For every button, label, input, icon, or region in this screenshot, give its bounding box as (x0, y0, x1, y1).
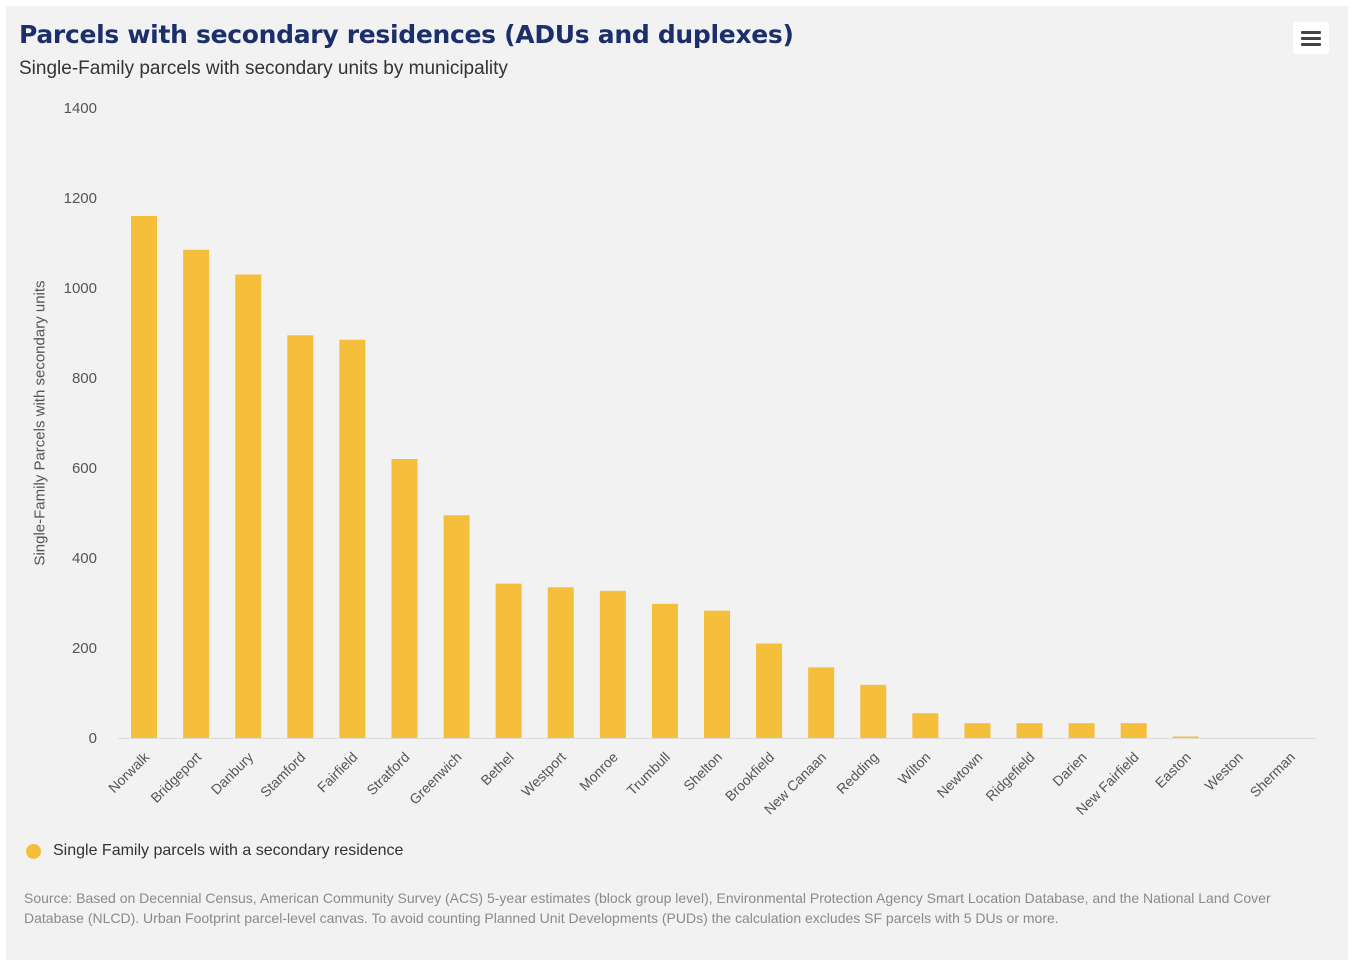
x-tick-label: Stratford (363, 749, 412, 798)
hamburger-menu-icon (1301, 31, 1321, 34)
y-tick-label: 1000 (64, 280, 97, 297)
bar-new-fairfield[interactable] (1120, 723, 1147, 738)
x-tick-label: Shelton (680, 749, 725, 794)
x-tick-label: Wilton (895, 749, 934, 788)
bar-fairfield[interactable] (339, 339, 366, 738)
x-tick-label: Newtown (934, 749, 986, 801)
x-tick-label: Brookfield (722, 749, 777, 804)
x-tick-label: Bethel (477, 749, 516, 788)
bar-norwalk[interactable] (131, 216, 158, 738)
x-tick-label: Bridgeport (147, 749, 204, 806)
bar-greenwich[interactable] (443, 515, 470, 738)
x-tick-label: Ridgefield (982, 749, 1037, 804)
bar-bridgeport[interactable] (183, 249, 210, 738)
x-tick-label: Danbury (208, 749, 257, 798)
y-tick-label: 400 (72, 550, 97, 567)
bar-trumbull[interactable] (651, 603, 678, 738)
legend-item[interactable]: Single Family parcels with a secondary r… (26, 842, 403, 860)
bar-wilton[interactable] (912, 713, 939, 738)
y-tick-label: 1200 (64, 190, 97, 207)
y-axis-label: Single-Family Parcels with secondary uni… (31, 280, 49, 566)
bar-westport[interactable] (547, 587, 574, 738)
y-tick-label: 0 (89, 730, 97, 747)
bar-easton[interactable] (1172, 736, 1199, 739)
bar-newtown[interactable] (964, 723, 991, 738)
hamburger-menu-icon-bar (1301, 37, 1321, 40)
x-tick-label: Norwalk (105, 748, 153, 796)
bar-stratford[interactable] (391, 459, 418, 738)
bar-redding[interactable] (860, 684, 887, 738)
bar-darien[interactable] (1068, 723, 1095, 738)
bar-danbury[interactable] (235, 274, 262, 739)
x-tick-label: Stamford (257, 749, 308, 800)
y-tick-label: 800 (72, 370, 97, 387)
x-tick-label: Trumbull (624, 749, 673, 798)
bar-brookfield[interactable] (756, 643, 783, 739)
x-tick-label: Darien (1049, 749, 1089, 789)
bar-ridgefield[interactable] (1016, 723, 1043, 738)
chart-subtitle: Single-Family parcels with secondary uni… (19, 58, 508, 79)
x-tick-label: Weston (1201, 749, 1246, 794)
x-tick-label: Sherman (1247, 749, 1298, 800)
x-tick-label: Fairfield (314, 749, 361, 796)
x-tick-label: Westport (518, 749, 569, 800)
y-tick-label: 600 (72, 460, 97, 477)
hamburger-menu-icon-bar (1301, 43, 1321, 46)
chart-card (6, 6, 1348, 960)
bar-monroe[interactable] (599, 590, 626, 738)
chart-menu-button[interactable] (1293, 22, 1329, 54)
x-tick-label: Monroe (576, 749, 621, 794)
y-tick-label: 200 (72, 640, 97, 657)
bar-chart: 0 200 400 600 800 1000 1200 1400 NorwalkBridgepo… (64, 100, 1316, 818)
x-tick-label: Redding (833, 749, 881, 797)
bar-new-canaan[interactable] (808, 667, 835, 738)
source-note: Source: Based on Decennial Census, Ameri… (24, 890, 1271, 926)
legend-dot-icon (26, 843, 41, 859)
x-tick-label: Greenwich (406, 749, 465, 808)
chart-title: Parcels with secondary residences (ADUs … (19, 20, 794, 49)
bar-bethel[interactable] (495, 583, 522, 738)
bar-stamford[interactable] (287, 335, 314, 738)
bar-shelton[interactable] (704, 610, 730, 738)
y-tick-label: 1400 (64, 100, 97, 117)
legend-label: Single Family parcels with a secondary r… (53, 842, 404, 859)
x-tick-label: Easton (1152, 749, 1194, 791)
